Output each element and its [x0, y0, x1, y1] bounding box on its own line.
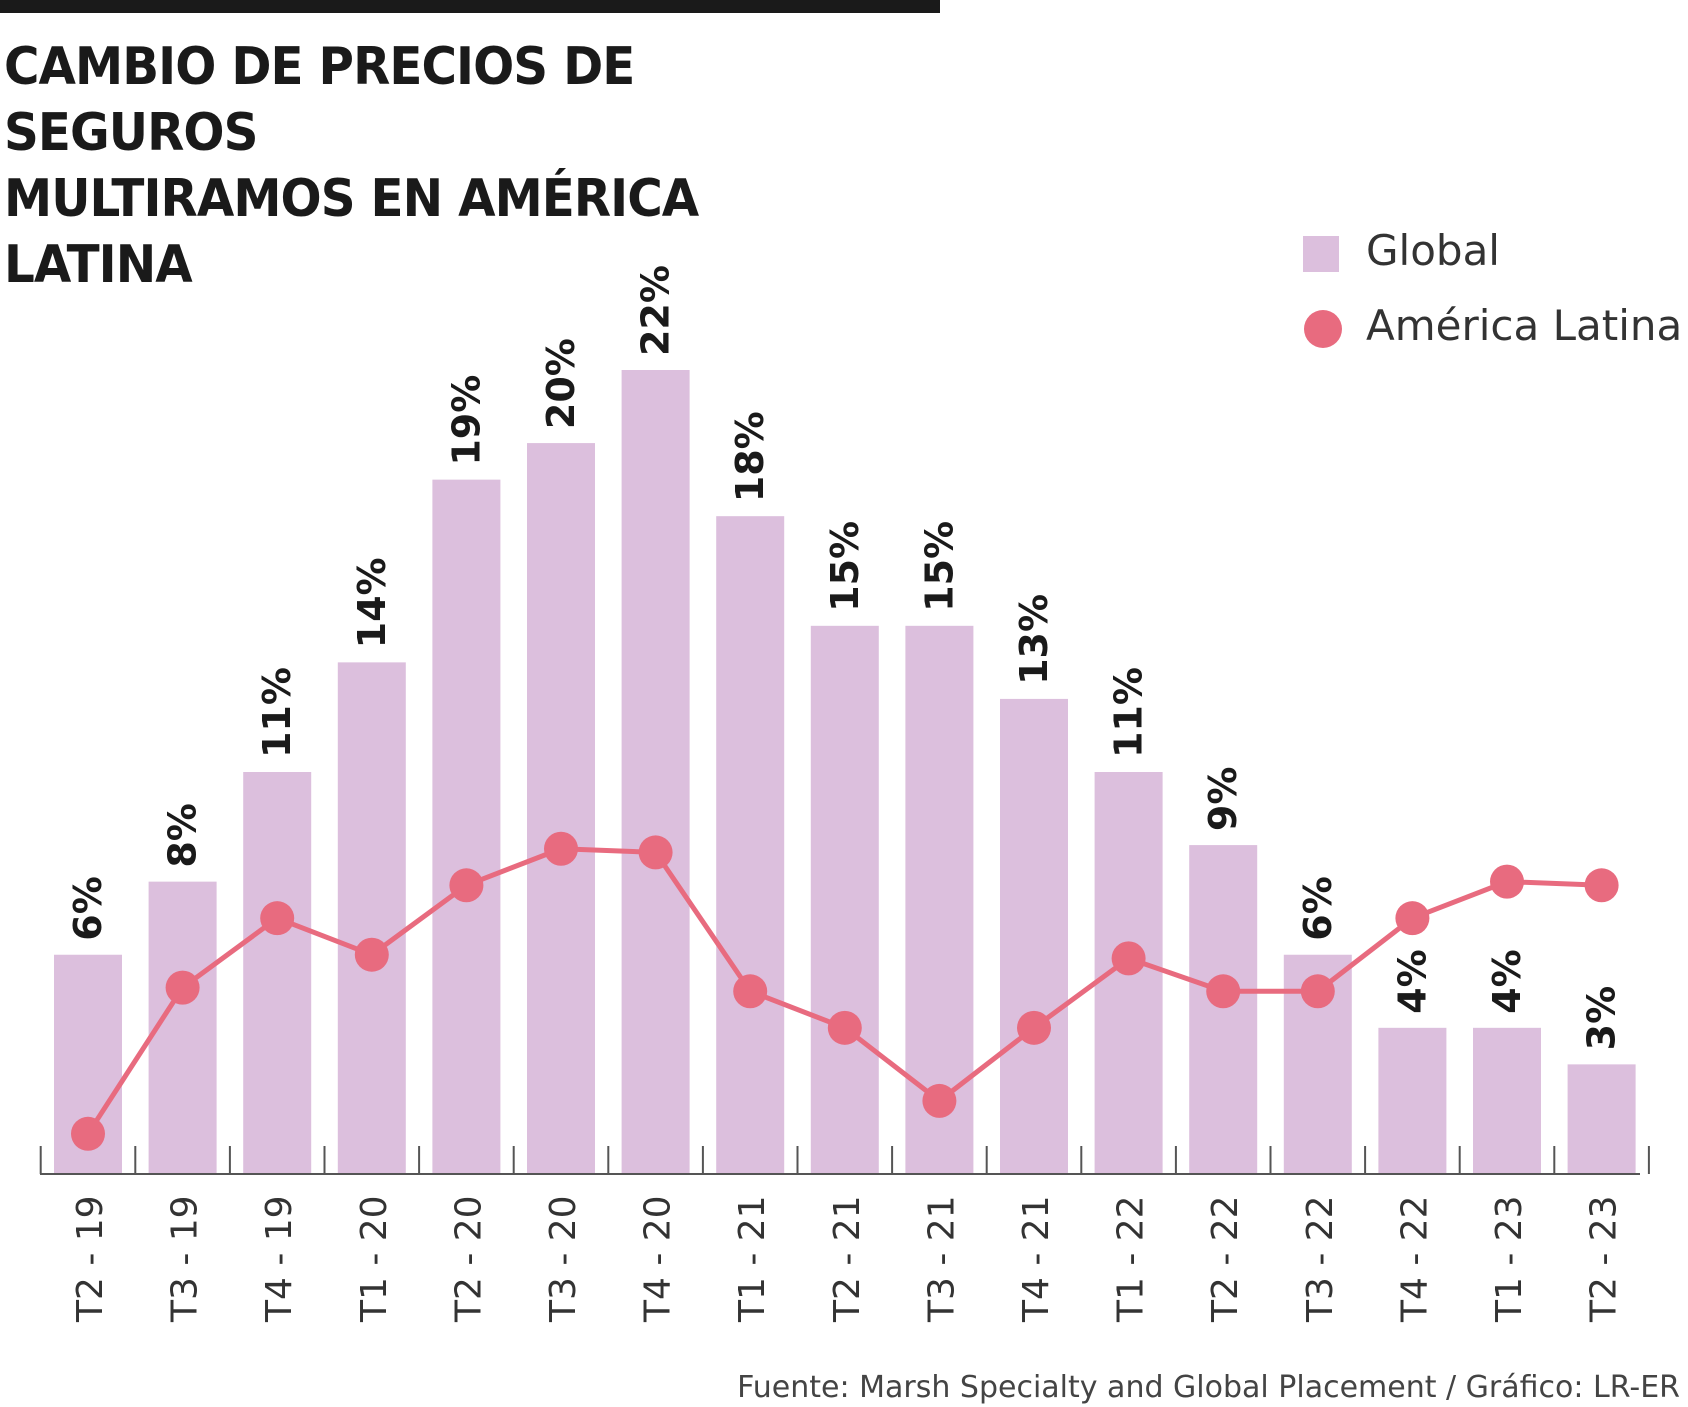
- bar-global-T3-20: [527, 443, 595, 1174]
- latam-point-T1-21: [733, 974, 768, 1009]
- x-tick-label: T1 - 22: [1111, 1195, 1152, 1323]
- bar-value-label: 19%: [444, 375, 488, 466]
- latam-point-T2-21: [827, 1010, 862, 1045]
- bar-global-T1-20: [337, 662, 406, 1174]
- bar-value-label: 8%: [161, 803, 205, 868]
- bar-value-label: 18%: [728, 411, 772, 502]
- chart-title-line-1: CAMBIO DE PRECIOS DE SEGUROS: [4, 37, 635, 163]
- legend-global-swatch: [1303, 236, 1339, 272]
- bar-value-label: 22%: [634, 265, 678, 356]
- latam-point-T3-22: [1300, 974, 1335, 1009]
- bar-global-T2-22: [1189, 845, 1258, 1174]
- latam-point-T2-22: [1206, 974, 1241, 1009]
- x-tick-label: T3 - 19: [165, 1195, 206, 1323]
- x-tick-label: T1 - 21: [732, 1195, 773, 1323]
- bar-global-T1-23: [1473, 1027, 1541, 1174]
- x-tick-label: T4 - 22: [1394, 1195, 1435, 1323]
- x-tick-label: T2 - 23: [1584, 1195, 1625, 1323]
- latam-point-T1-20: [354, 937, 389, 972]
- bar-global-T4-21: [1000, 698, 1068, 1174]
- legend-latam-marker: [1304, 310, 1342, 348]
- x-tick-label: T3 - 21: [921, 1195, 962, 1323]
- latam-point-T3-21: [922, 1083, 957, 1118]
- bar-value-label: 14%: [350, 557, 394, 648]
- bar-value-label: 9%: [1201, 767, 1245, 832]
- bar-value-label: 20%: [539, 338, 583, 429]
- bar-global-T4-20: [621, 370, 690, 1174]
- latam-point-T2-23: [1584, 868, 1619, 903]
- bar-global-T4-22: [1378, 1027, 1447, 1174]
- bar-value-label: 6%: [1296, 876, 1340, 941]
- source-credit: Fuente: Marsh Specialty and Global Place…: [737, 1370, 1680, 1405]
- bar-global-T2-21: [810, 625, 879, 1174]
- latam-point-T3-19: [165, 970, 200, 1005]
- bar-value-label: 15%: [823, 521, 867, 612]
- latam-point-T1-22: [1111, 941, 1146, 976]
- bar-value-label: 13%: [1012, 594, 1056, 685]
- bar-global-T3-19: [148, 881, 217, 1174]
- top-rule: [0, 0, 940, 13]
- latam-point-T2-19: [71, 1116, 105, 1151]
- x-tick-label: T4 - 21: [1016, 1195, 1057, 1323]
- x-tick-label: T2 - 22: [1205, 1195, 1246, 1323]
- bar-value-label: 4%: [1485, 949, 1529, 1014]
- bar-global-T2-20: [432, 479, 501, 1174]
- bar-value-label: 6%: [66, 876, 110, 941]
- x-tick-label: T2 - 19: [70, 1195, 111, 1323]
- bar-global-T2-23: [1567, 1064, 1636, 1174]
- latam-point-T4-19: [260, 901, 295, 936]
- bar-value-label: 11%: [255, 667, 299, 758]
- latam-point-T4-22: [1395, 901, 1430, 936]
- legend-global-label: Global: [1366, 226, 1500, 275]
- x-tick-label: T3 - 20: [543, 1195, 584, 1323]
- bar-value-label: 4%: [1390, 949, 1434, 1014]
- bar-global-T4-19: [243, 772, 312, 1174]
- latam-point-T1-23: [1490, 864, 1524, 899]
- chart-title-line-2: MULTIRAMOS EN AMÉRICA LATINA: [4, 169, 699, 295]
- chart-title: CAMBIO DE PRECIOS DE SEGUROS MULTIRAMOS …: [4, 34, 878, 298]
- x-tick-label: T4 - 19: [259, 1195, 300, 1323]
- x-tick-label: T2 - 21: [827, 1195, 868, 1323]
- latam-point-T2-20: [449, 868, 484, 903]
- bar-global-T1-21: [716, 516, 785, 1174]
- x-tick-label: T1 - 20: [354, 1195, 395, 1323]
- latam-point-T4-20: [638, 835, 673, 870]
- x-tick-label: T1 - 23: [1489, 1195, 1530, 1323]
- x-tick-label: T4 - 20: [638, 1195, 679, 1323]
- legend-latam-label: América Latina: [1366, 301, 1683, 350]
- x-tick-label: T2 - 20: [448, 1195, 489, 1323]
- x-tick-label: T3 - 22: [1300, 1195, 1341, 1323]
- bar-value-label: 11%: [1107, 667, 1151, 758]
- latam-point-T4-21: [1017, 1010, 1051, 1045]
- bar-value-label: 3%: [1580, 986, 1624, 1051]
- bar-value-label: 15%: [917, 521, 961, 612]
- latam-point-T3-20: [544, 831, 578, 866]
